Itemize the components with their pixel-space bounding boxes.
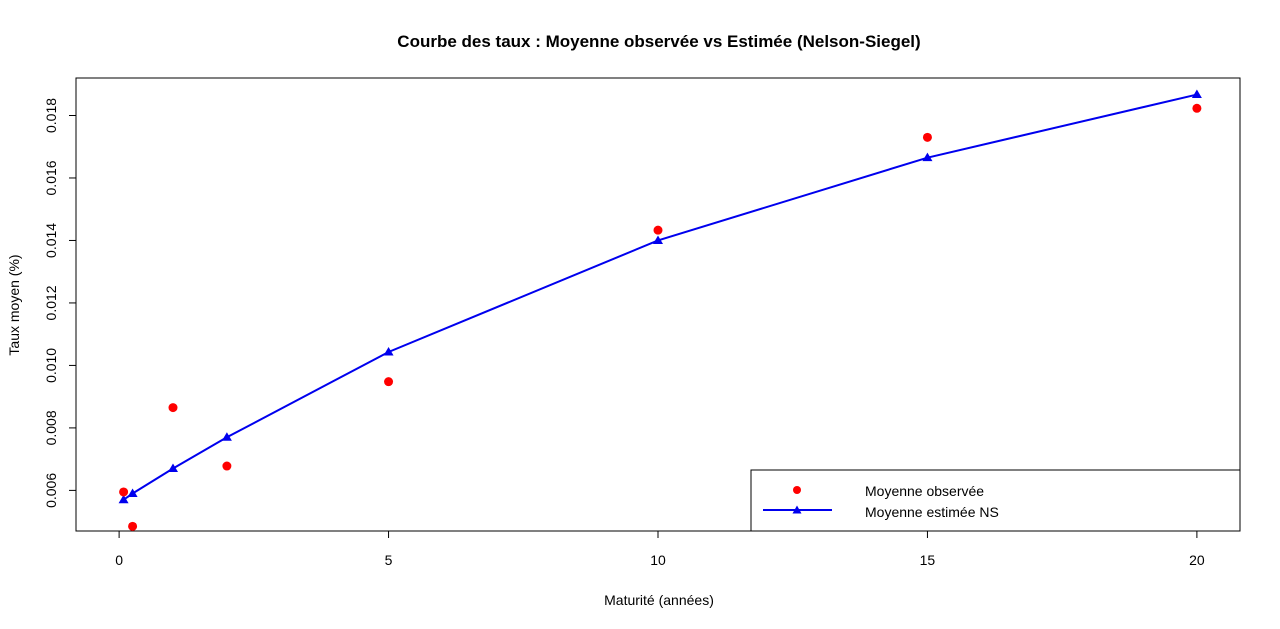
y-tick-label: 0.012	[43, 285, 59, 320]
observed-point	[1192, 103, 1202, 113]
y-tick-label: 0.010	[43, 348, 59, 383]
plot-frame	[75, 77, 1241, 532]
estimated-point	[118, 494, 129, 504]
estimated-point	[383, 346, 394, 356]
estimated-point	[922, 152, 933, 162]
estimated-point	[1191, 89, 1202, 99]
x-axis-label: Maturité (années)	[604, 592, 714, 608]
legend-observed-marker	[793, 486, 801, 494]
y-tick-label: 0.018	[43, 98, 59, 133]
chart-title: Courbe des taux : Moyenne observée vs Es…	[397, 32, 920, 51]
observed-point	[222, 461, 232, 471]
observed-point	[128, 521, 138, 531]
legend-box	[750, 469, 1241, 532]
legend: Moyenne observée Moyenne estimée NS	[750, 469, 1241, 532]
estimated-point	[127, 488, 138, 498]
x-tick-label: 5	[385, 552, 393, 568]
observed-point	[168, 403, 178, 413]
x-tick-label: 10	[650, 552, 666, 568]
observed-point	[653, 225, 663, 235]
y-tick-label: 0.006	[43, 473, 59, 508]
x-axis: 0 5 10 15 20	[115, 530, 1205, 568]
x-tick-label: 20	[1189, 552, 1205, 568]
legend-estimated-marker	[792, 505, 802, 514]
observed-point	[922, 132, 932, 142]
observed-point	[384, 377, 394, 387]
legend-estimated-label: Moyenne estimée NS	[865, 504, 999, 520]
x-tick-label: 0	[115, 552, 123, 568]
observed-point	[119, 487, 129, 497]
estimated-point	[221, 432, 232, 441]
y-tick-label: 0.016	[43, 160, 59, 195]
y-axis-label: Taux moyen (%)	[6, 254, 22, 355]
y-tick-label: 0.014	[43, 223, 59, 258]
legend-observed-label: Moyenne observée	[865, 483, 984, 499]
estimated-series-line	[123, 93, 1198, 501]
x-tick-label: 15	[920, 552, 936, 568]
y-axis: 0.006 0.008 0.010 0.012 0.014 0.016 0.018	[43, 98, 77, 508]
estimated-point	[168, 463, 178, 473]
y-tick-label: 0.008	[43, 410, 59, 445]
estimated-point	[653, 235, 663, 244]
series-layer	[118, 89, 1202, 531]
